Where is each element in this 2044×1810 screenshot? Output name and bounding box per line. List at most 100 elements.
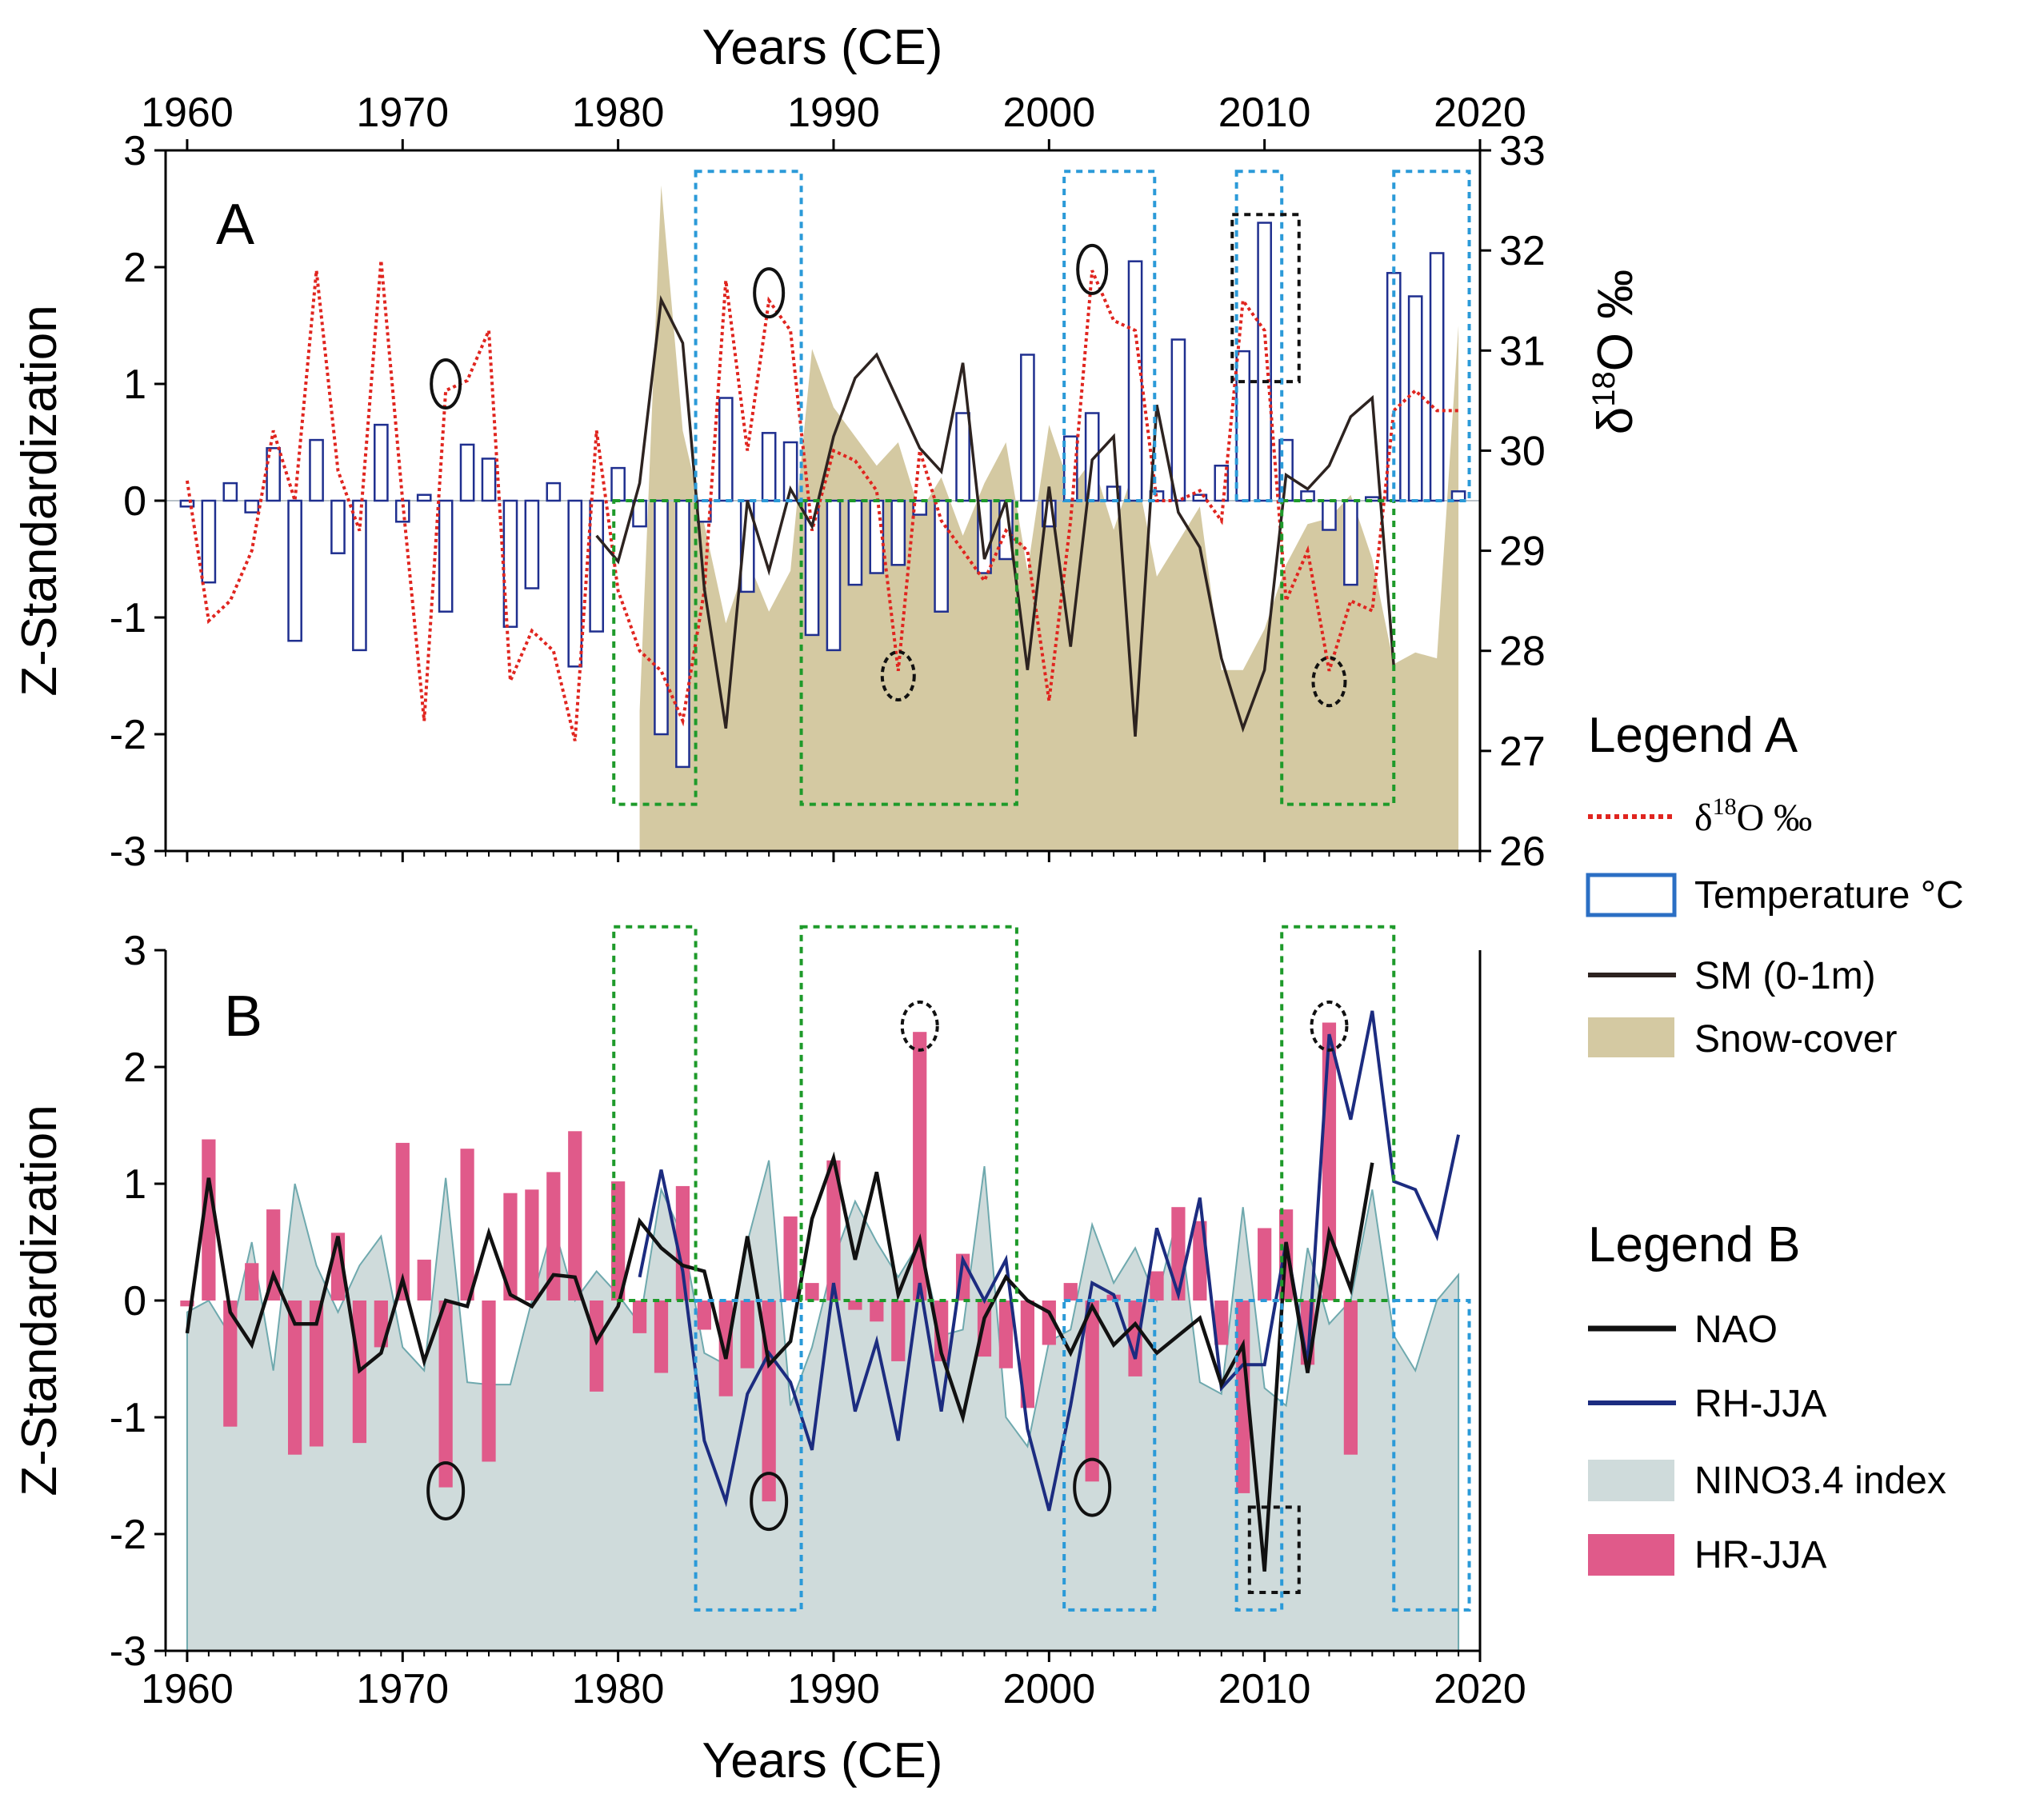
panel-a-y2-axis-title: δ18O ‰ <box>1586 270 1643 434</box>
hr-jja-bar <box>417 1259 431 1301</box>
hr-jja-bar <box>826 1160 841 1301</box>
legend-b-title: Legend B <box>1588 1217 1800 1273</box>
panel-b: 1960 1970 1980 1990 2000 2010 2020 3 2 1 0 -1 -2 -3 Y… <box>12 925 1526 1788</box>
panel-a-annotations <box>430 170 1471 806</box>
y-tick-label: 1 <box>123 1161 146 1208</box>
blue-dashed-box <box>1062 1299 1157 1612</box>
y2-tick-label: 28 <box>1499 629 1546 675</box>
temperature-bar <box>546 481 562 502</box>
legend-a-title: Legend A <box>1588 708 1798 763</box>
panel-b-annotations <box>426 925 1471 1612</box>
hr-jja-bar <box>1150 1271 1164 1301</box>
y-tick-label: 0 <box>123 1278 146 1325</box>
blue-dashed-box <box>1392 1299 1471 1612</box>
hr-jja-bar <box>1258 1228 1272 1301</box>
solid-ellipse-marker <box>750 1472 789 1532</box>
hr-jja-bar <box>245 1263 259 1301</box>
legend-b-nino-swatch <box>1588 1460 1674 1501</box>
hr-jja-bar <box>266 1209 281 1301</box>
hr-jja-bar <box>675 1185 690 1301</box>
legend-a-temperature-swatch <box>1586 873 1677 917</box>
x-tick-label: 2020 <box>1434 1666 1526 1712</box>
panel-a-top-x-axis-title: Years (CE) <box>702 20 943 75</box>
hr-jja-bar <box>1085 1301 1099 1482</box>
solid-ellipse-marker <box>426 1460 466 1520</box>
panel-b-ticks: 1960 1970 1980 1990 2000 2010 2020 3 2 1 0 -1 -2 -3 <box>110 928 1526 1712</box>
x-tick-label: 1970 <box>356 1666 449 1712</box>
temperature-bar <box>718 397 734 502</box>
y2-tick-label: 26 <box>1499 829 1546 875</box>
panel-b-letter: B <box>224 985 262 1049</box>
y-tick-label: -3 <box>110 1628 146 1675</box>
temperature-bar <box>1364 496 1380 502</box>
legend-b-nino-label: NINO3.4 index <box>1694 1460 1946 1502</box>
hr-jja-bar <box>1343 1301 1358 1455</box>
hr-jja-bar <box>1128 1301 1142 1376</box>
temperature-bar <box>804 499 820 637</box>
hr-jja-bar <box>654 1301 669 1373</box>
green-dashed-box <box>1280 499 1396 806</box>
y-tick-label: -2 <box>110 1512 146 1558</box>
blue-dashed-box <box>694 1299 803 1612</box>
y-tick-label: 3 <box>123 128 146 174</box>
blue-dashed-box <box>1062 170 1157 502</box>
legend-a-d18o-label: δ18O ‰ <box>1694 793 1812 839</box>
temperature-bar <box>567 499 583 668</box>
hr-jja-bar <box>1020 1301 1034 1408</box>
black-dashed-box <box>1247 1505 1301 1595</box>
panel-a-y-axis-title: Z-Standardization <box>12 305 67 696</box>
x-tick-label: 1990 <box>787 1666 880 1712</box>
x-tick-label: 2010 <box>1218 1666 1311 1712</box>
rh-jja-line <box>638 1010 1461 1512</box>
temperature-bar <box>955 412 970 502</box>
temperature-bar <box>416 493 432 502</box>
panel-a-data-layer <box>166 185 1480 852</box>
hr-jja-bar <box>546 1172 561 1301</box>
hr-jja-bar <box>632 1301 647 1333</box>
temperature-bar <box>1450 490 1466 502</box>
hr-jja-bar <box>697 1301 711 1330</box>
panel-b-data-layer <box>180 1010 1461 1652</box>
temperature-bar <box>459 443 475 502</box>
x-tick-label-top: 1990 <box>787 90 880 136</box>
y-tick-label: 3 <box>123 928 146 974</box>
x-tick-label-top: 2000 <box>1002 90 1095 136</box>
temperature-bar <box>1407 295 1423 502</box>
hr-jja-bar <box>438 1301 453 1488</box>
temperature-bar <box>1214 464 1230 502</box>
sm-line <box>595 294 1396 737</box>
temperature-bar <box>1020 354 1035 502</box>
y2-tick-label: 31 <box>1499 328 1546 374</box>
temperature-bar <box>654 499 669 736</box>
hr-jja-bar <box>1063 1283 1078 1301</box>
hr-jja-bar <box>460 1149 474 1301</box>
green-dashed-box <box>799 925 1018 1303</box>
panel-b-x-axis-title: Years (CE) <box>702 1733 943 1788</box>
y-tick-label: 2 <box>123 1045 146 1091</box>
y2-tick-label: 32 <box>1499 228 1546 274</box>
legend-b-rh-label: RH-JJA <box>1694 1383 1826 1425</box>
temperature-bar <box>1257 222 1272 502</box>
temperature-bar <box>309 438 324 502</box>
blue-dashed-box <box>694 170 803 502</box>
legend-a: Legend A δ18O ‰ Temperature °C SM (0-1m)… <box>1586 708 1964 1061</box>
hr-jja-bar <box>891 1301 906 1361</box>
temperature-bar <box>826 499 842 652</box>
panel-a-ticks: 1960 1970 1980 1990 2000 2010 20203210-1-2-333… <box>110 90 1546 875</box>
blue-dashed-box <box>1392 170 1471 502</box>
hr-jja-bar <box>202 1139 216 1301</box>
panel-b-y-axis-title: Z-Standardization <box>12 1105 67 1496</box>
temperature-bar <box>1343 499 1358 586</box>
legend-b: Legend B NAO RH-JJA NINO3.4 index HR-JJA <box>1588 1217 1946 1576</box>
temperature-bar <box>761 432 777 502</box>
legend-a-sm-label: SM (0-1m) <box>1694 955 1876 997</box>
temperature-bar <box>287 499 302 642</box>
hr-jja-bar <box>568 1131 582 1301</box>
hr-jja-bar <box>718 1301 733 1396</box>
dashed-ellipse-marker <box>1310 1000 1349 1052</box>
hr-jja-bar <box>1214 1301 1229 1345</box>
solid-ellipse-marker <box>430 358 462 410</box>
blue-dashed-box <box>1234 170 1284 502</box>
dashed-ellipse-marker <box>880 650 916 701</box>
